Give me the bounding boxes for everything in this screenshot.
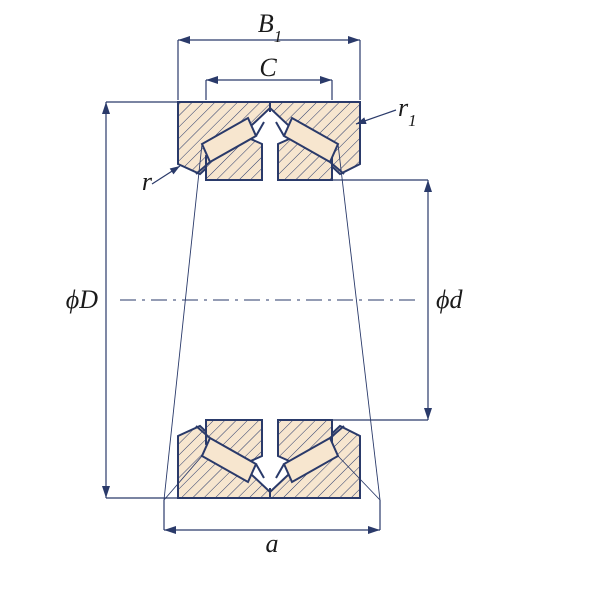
arrowhead (424, 408, 432, 420)
label-a: a (266, 529, 279, 558)
label-phid: ϕd (436, 285, 463, 314)
arrowhead (102, 486, 110, 498)
arrowhead (164, 526, 176, 534)
arrowhead (320, 76, 332, 84)
label-C: C (259, 53, 277, 82)
bearing-diagram: B1Crr1ϕDϕda (0, 0, 600, 600)
arrowhead (424, 180, 432, 192)
arrowhead (348, 36, 360, 44)
label-r: r (142, 167, 153, 196)
arrowhead (206, 76, 218, 84)
arrowhead (102, 102, 110, 114)
label-phiD: ϕD (66, 285, 98, 314)
leader-arrow (170, 166, 180, 174)
label-r1: r1 (398, 93, 417, 130)
arrowhead (368, 526, 380, 534)
arrowhead (178, 36, 190, 44)
